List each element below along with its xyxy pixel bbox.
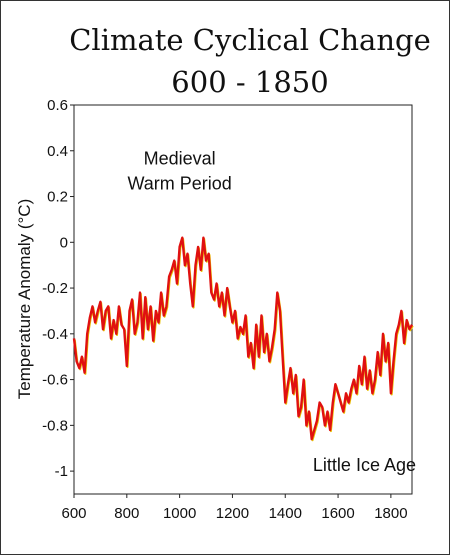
x-tick-label: 1600 — [321, 505, 354, 522]
y-tick-label: -0.4 — [42, 326, 68, 343]
x-tick-label: 1000 — [163, 505, 196, 522]
y-tick-label: -1 — [55, 463, 68, 480]
y-axis-label: Temperature Anomaly (°C) — [15, 199, 34, 399]
y-tick-label: -0.8 — [42, 417, 68, 434]
y-tick-label: 0.4 — [47, 143, 68, 160]
y-tick-label: -0.2 — [42, 280, 68, 297]
x-tick-label: 1200 — [216, 505, 249, 522]
x-tick-label: 600 — [61, 505, 86, 522]
temperature-series-line — [72, 236, 414, 441]
annotation-label: Medieval — [144, 148, 216, 168]
annotation-label: Warm Period — [127, 174, 231, 194]
annotation-label: Little Ice Age — [313, 455, 416, 475]
chart-title-line2: 600 - 1850 — [171, 65, 329, 99]
y-tick-label: 0.2 — [47, 189, 68, 206]
x-tick-label: 800 — [114, 505, 139, 522]
x-tick-label: 1400 — [269, 505, 302, 522]
y-tick-label: -0.6 — [42, 372, 68, 389]
y-tick-label: 0.6 — [47, 97, 68, 114]
y-tick-label: 0 — [60, 234, 68, 251]
x-tick-label: 1800 — [374, 505, 407, 522]
plot-area — [73, 104, 413, 495]
chart-title-line1: Climate Cyclical Change — [69, 23, 431, 57]
